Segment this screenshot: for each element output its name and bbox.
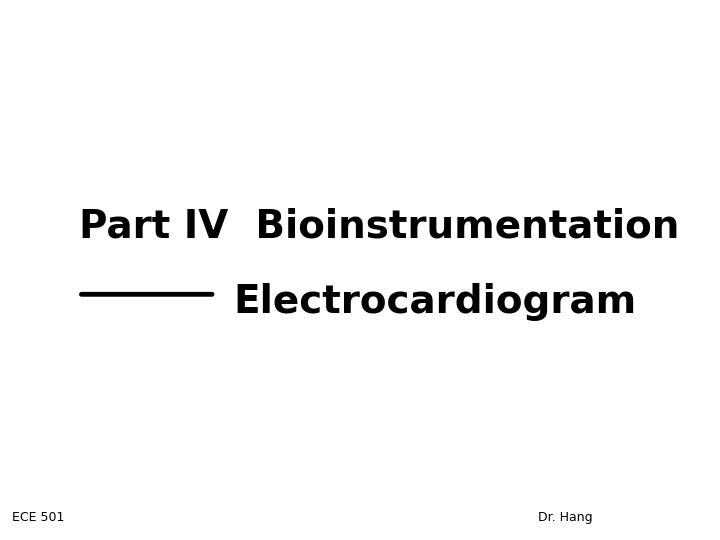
- Text: Electrocardiogram: Electrocardiogram: [233, 284, 636, 321]
- Text: ECE 501: ECE 501: [12, 511, 65, 524]
- Text: Dr. Hang: Dr. Hang: [539, 511, 593, 524]
- Text: Part IV  Bioinstrumentation: Part IV Bioinstrumentation: [78, 208, 679, 246]
